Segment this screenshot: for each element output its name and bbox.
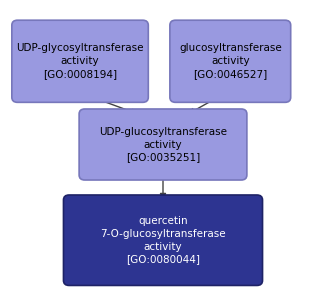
FancyBboxPatch shape xyxy=(79,109,247,180)
FancyBboxPatch shape xyxy=(64,195,262,286)
FancyBboxPatch shape xyxy=(12,20,148,102)
Text: glucosyltransferase
activity
[GO:0046527]: glucosyltransferase activity [GO:0046527… xyxy=(179,43,282,79)
Text: UDP-glycosyltransferase
activity
[GO:0008194]: UDP-glycosyltransferase activity [GO:000… xyxy=(16,43,144,79)
Text: UDP-glucosyltransferase
activity
[GO:0035251]: UDP-glucosyltransferase activity [GO:003… xyxy=(99,127,227,162)
FancyBboxPatch shape xyxy=(170,20,291,102)
Text: quercetin
7-O-glucosyltransferase
activity
[GO:0080044]: quercetin 7-O-glucosyltransferase activi… xyxy=(100,216,226,264)
